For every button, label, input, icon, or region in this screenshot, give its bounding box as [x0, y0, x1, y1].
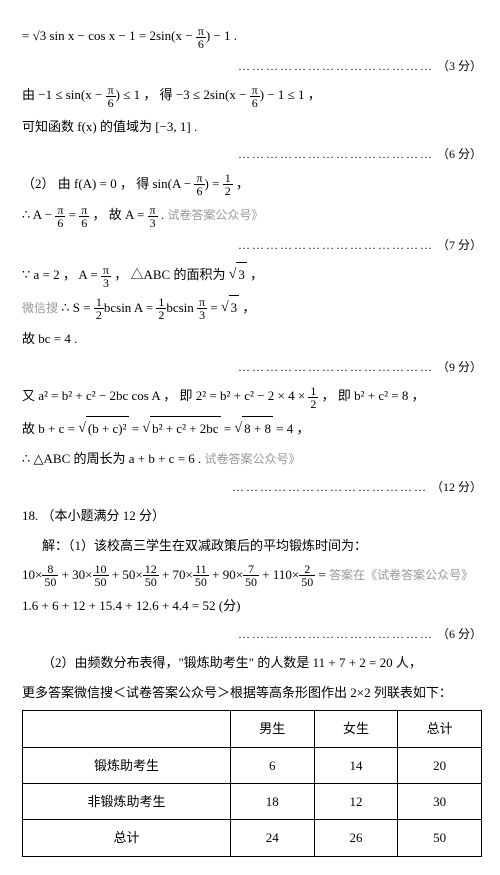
part2-eq3: ∵ a = 2 ， A = π3 ， △ABC 的面积为 √3 ， — [22, 262, 482, 289]
pts-9: …………………………………… （9 分） — [22, 357, 482, 379]
equation-2: 由 −1 ≤ sin(x − π6) ≤ 1 ， 得 −3 ≤ 2sin(x −… — [22, 83, 482, 109]
table-row: 非锻炼助考生 18 12 30 — [23, 783, 482, 819]
table-row: 锻炼助考生 6 14 20 — [23, 747, 482, 783]
q18-calc2: 1.6 + 6 + 12 + 15.4 + 12.6 + 4.4 = 52 (分… — [22, 594, 482, 617]
table-row: 总计 24 26 50 — [23, 820, 482, 856]
q18-calc1: 10×850 + 30×1050 + 50×1250 + 70×1150 + 9… — [22, 563, 482, 589]
q18-2a: （2）由频数分布表得，"锻炼助考生" 的人数是 11 + 7 + 2 = 20 … — [22, 651, 482, 674]
q18-1: 解：（1）该校高三学生在双减政策后的平均锻炼时间为： — [22, 534, 482, 557]
th-blank — [23, 711, 231, 747]
part2-eq8: ∴ △ABC 的周长为 a + b + c = 6 . 试卷答案公众号》 — [22, 447, 482, 471]
part2-eq1: （2） 由 f(A) = 0 ， 得 sin(A − π6) = 12 ， — [22, 172, 482, 198]
th-male: 男生 — [230, 711, 314, 747]
watermark-1: 试卷答案公众号》 — [167, 208, 263, 222]
pts-3: …………………………………… （3 分） — [22, 56, 482, 78]
watermark-4: 答案在《试卷答案公众号》 — [329, 568, 473, 582]
part2-eq5: 故 bc = 4 . — [22, 327, 482, 350]
part2-eq2: ∴ A − π6 = π6 ， 故 A = π3 . 试卷答案公众号》 — [22, 203, 482, 229]
pts-7: …………………………………… （7 分） — [22, 235, 482, 257]
watermark-3: 试卷答案公众号》 — [205, 452, 301, 466]
pts-6b: …………………………………… （6 分） — [22, 624, 482, 646]
pts-12: …………………………………… （12 分） — [22, 477, 482, 499]
equation-1: = √3 sin x − cos x − 1 = 2sin(x − π6) − … — [22, 24, 482, 50]
q18-2b: 更多答案微信搜＜试卷答案公众号＞根据等高条形图作出 2×2 列联表如下： — [22, 681, 482, 704]
pts-6a: …………………………………… （6 分） — [22, 144, 482, 166]
th-total: 总计 — [398, 711, 482, 747]
table-header: 男生 女生 总计 — [23, 711, 482, 747]
part2-eq7: 故 b + c = √(b + c)² = √b² + c² + 2bc = √… — [22, 416, 482, 441]
part2-eq6: 又 a² = b² + c² − 2bc cos A ， 即 2² = b² +… — [22, 384, 482, 410]
q18-head: 18. （本小题满分 12 分） — [22, 504, 482, 527]
contingency-table: 男生 女生 总计 锻炼助考生 6 14 20 非锻炼助考生 18 12 30 总… — [22, 710, 482, 857]
th-female: 女生 — [314, 711, 398, 747]
part2-eq4: 微信搜 ∴ S = 12bcsin A = 12bcsin π3 = √3 ， — [22, 295, 482, 322]
watermark-2: 微信搜 — [22, 301, 58, 315]
equation-3: 可知函数 f(x) 的值域为 [−3, 1] . — [22, 115, 482, 138]
